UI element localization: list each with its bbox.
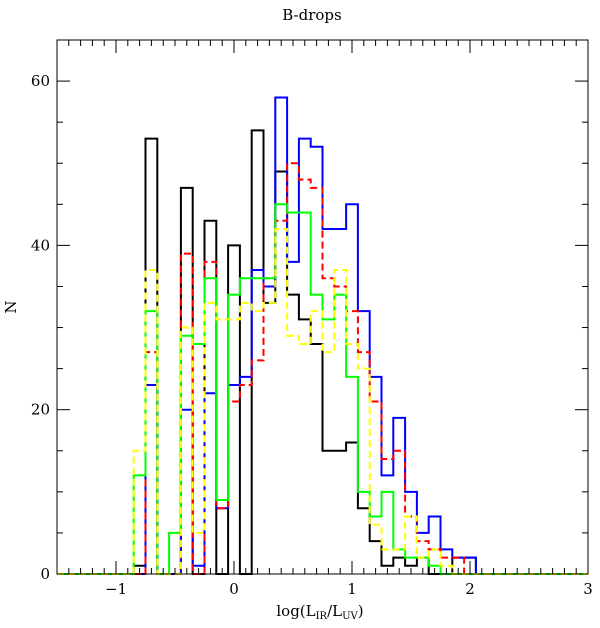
plot-frame [56, 39, 589, 575]
y-tick-label: 60 [31, 72, 50, 90]
ticks-layer [56, 39, 589, 575]
series-yellow [57, 227, 588, 575]
y-tick-label: 40 [31, 236, 50, 254]
y-axis-label: N [2, 300, 20, 313]
x-axis-label: log(LIR/LUV) [276, 602, 363, 622]
series-layer [57, 96, 588, 575]
tick-labels: −1 0 1 2 3 0 20 40 60 [31, 72, 593, 598]
x-tick-label: 3 [583, 580, 593, 598]
x-tick-label: 2 [465, 580, 475, 598]
chart-title: B-drops [282, 6, 341, 24]
x-tick-label: −1 [105, 580, 127, 598]
x-tick-label: 0 [229, 580, 239, 598]
x-tick-label: 1 [347, 580, 357, 598]
y-tick-label: 0 [40, 565, 50, 583]
series-red [57, 162, 588, 575]
y-tick-label: 20 [31, 401, 50, 419]
